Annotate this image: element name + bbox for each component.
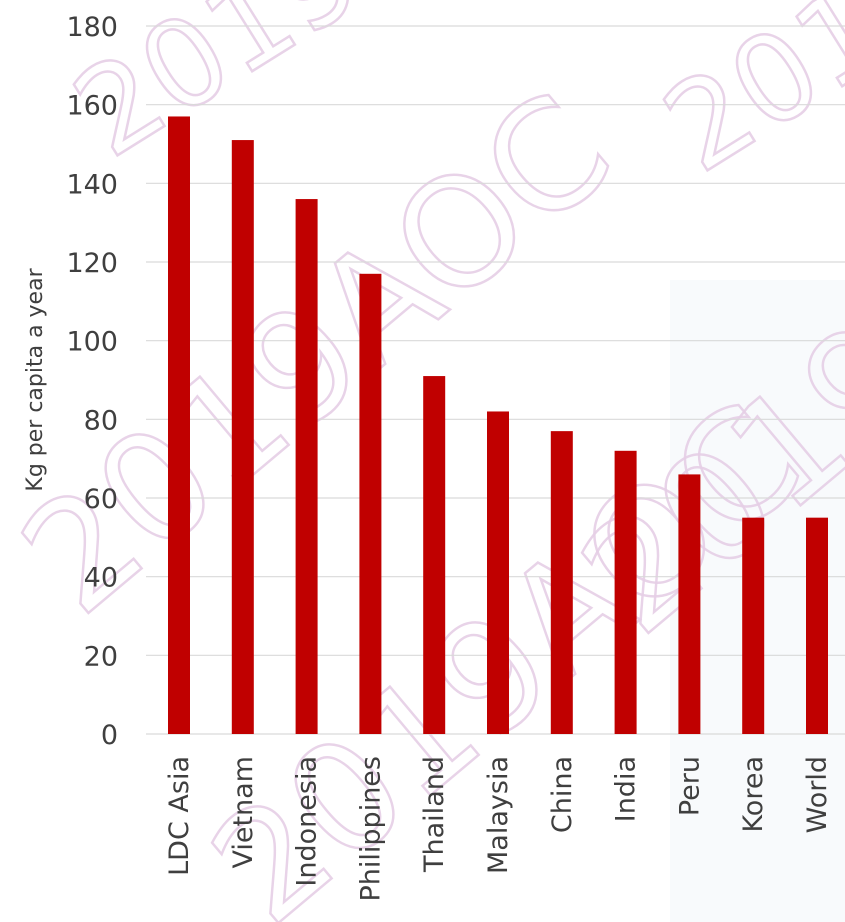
x-tick-label: Indonesia (292, 756, 323, 887)
y-tick-label: 140 (66, 169, 118, 200)
bars (168, 116, 828, 735)
bar (806, 517, 828, 734)
bar (742, 517, 765, 734)
bar (423, 376, 446, 734)
x-tick-label: Philippines (355, 756, 386, 901)
x-tick-label: Peru (674, 756, 705, 816)
bar (678, 474, 701, 734)
y-tick-label: 0 (101, 720, 118, 751)
bar (550, 431, 573, 734)
bar (614, 450, 637, 734)
bar (231, 140, 254, 735)
bar (295, 199, 318, 735)
bar (359, 273, 382, 734)
x-tick-label: Malaysia (483, 756, 514, 874)
x-tick-label: India (611, 756, 642, 822)
y-axis-tick-labels: 0 20 40 60 80 100 120 140 160 180 (66, 12, 118, 751)
y-tick-label: 20 (84, 641, 118, 672)
y-tick-label: 180 (66, 12, 118, 43)
x-tick-label: Korea (738, 756, 769, 833)
y-tick-label: 60 (84, 484, 118, 515)
x-tick-label: World (802, 756, 833, 833)
y-tick-label: 100 (66, 327, 118, 358)
x-axis-tick-labels: LDC Asia Vietnam Indonesia Philippines Thail… (164, 756, 833, 901)
x-tick-label: China (547, 756, 578, 833)
bar (487, 411, 509, 734)
y-tick-label: 80 (84, 405, 118, 436)
bar (168, 116, 190, 734)
y-tick-label: 120 (66, 248, 118, 279)
x-tick-label: Thailand (419, 756, 450, 873)
y-tick-label: 160 (66, 91, 118, 122)
y-tick-label: 40 (84, 563, 118, 594)
x-tick-label: LDC Asia (164, 756, 195, 876)
x-tick-label: Vietnam (228, 756, 259, 869)
y-axis-title: Kg per capita a year (23, 267, 48, 491)
